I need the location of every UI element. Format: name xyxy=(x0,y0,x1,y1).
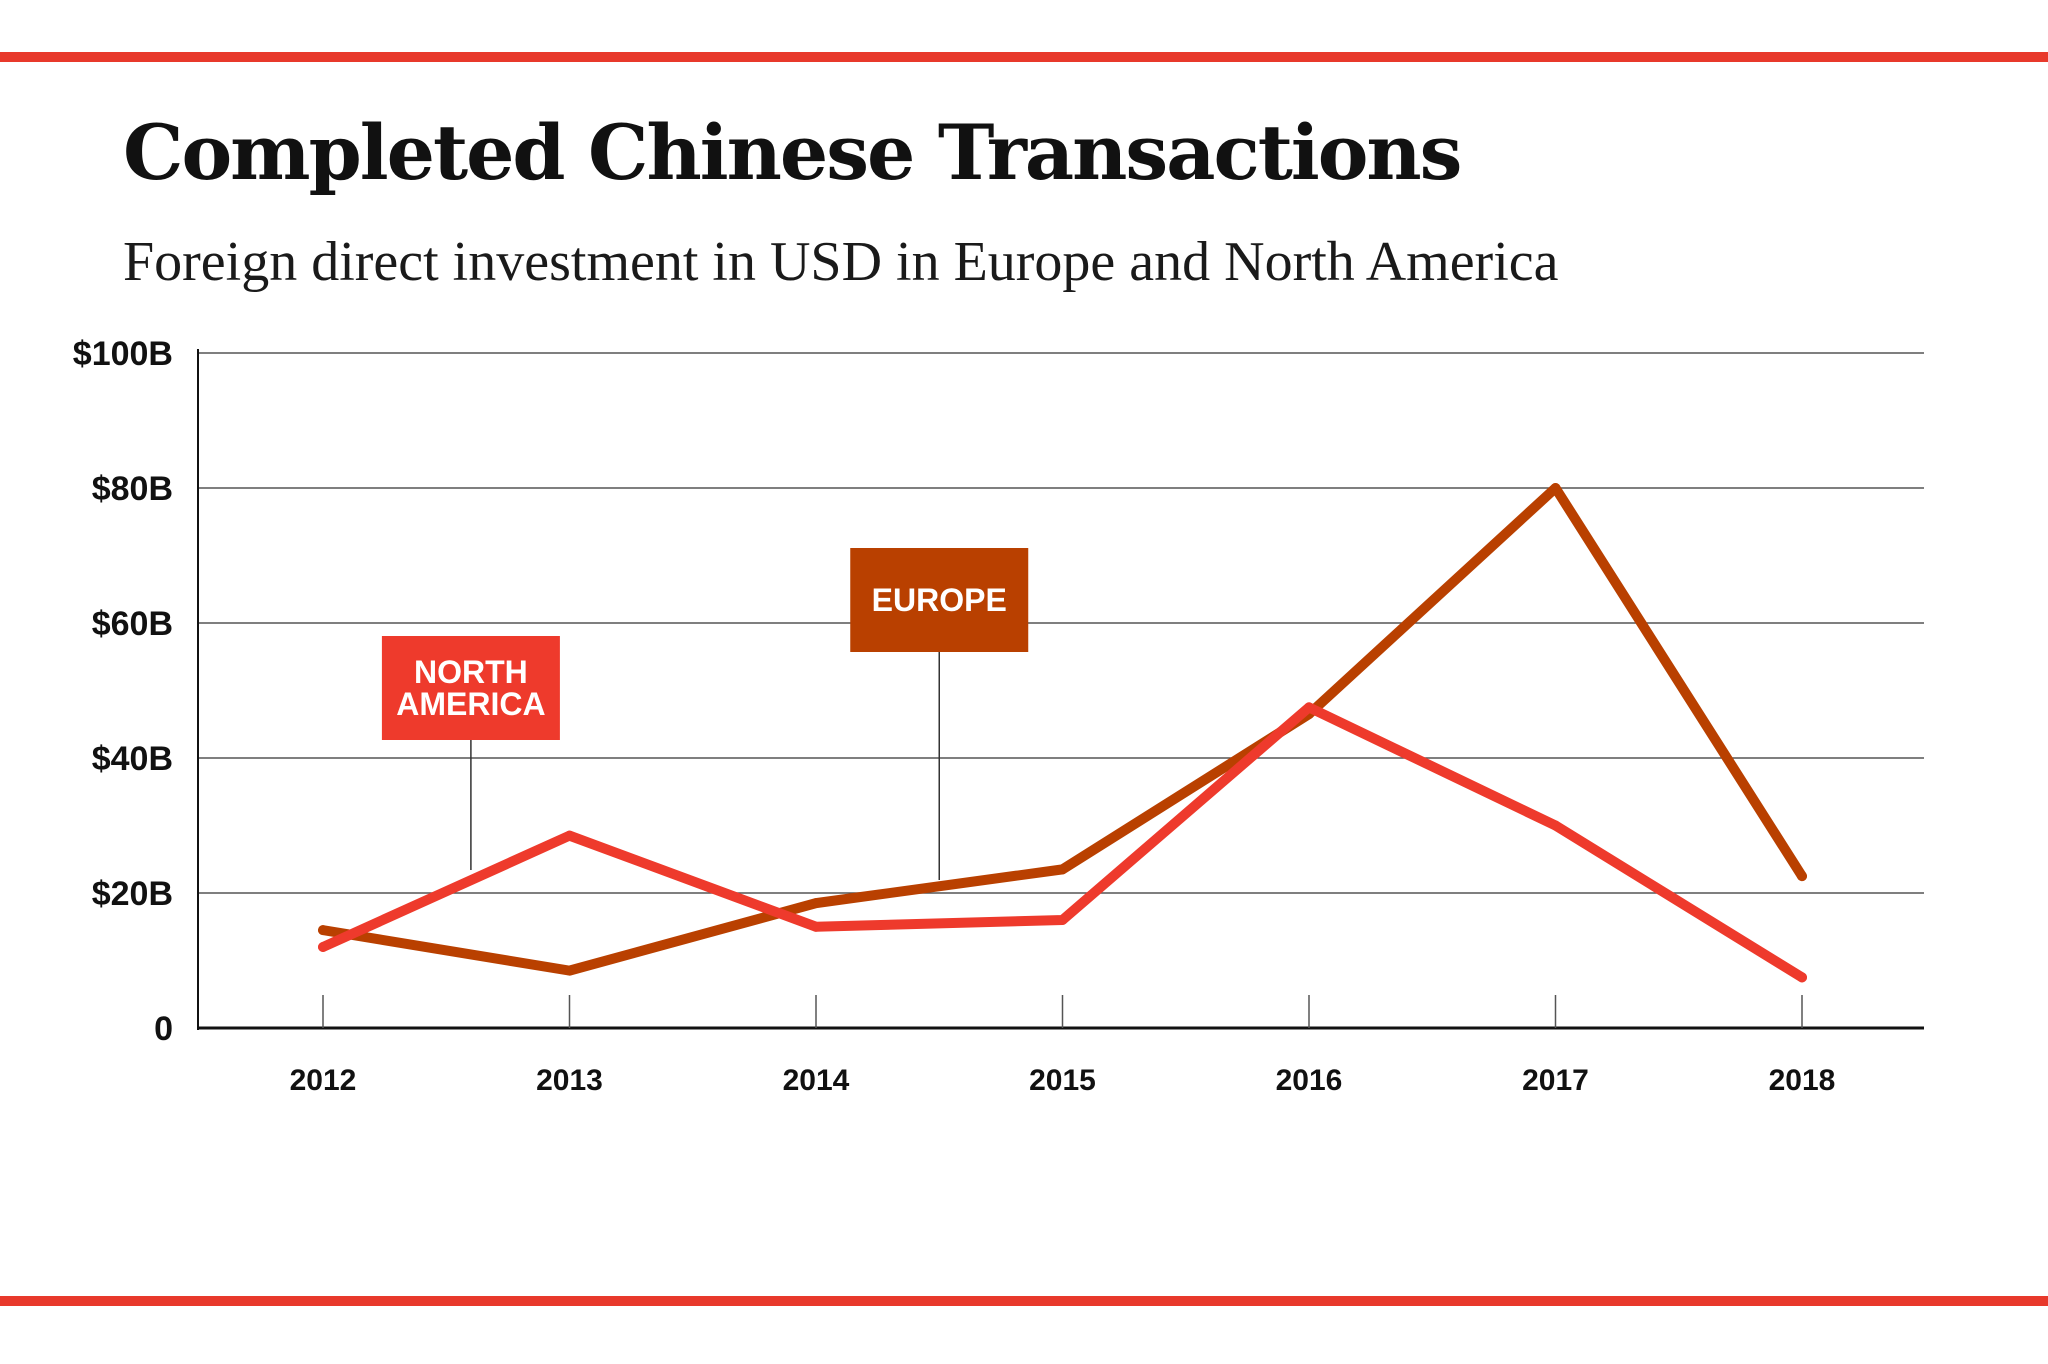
y-tick-label-0: 0 xyxy=(154,1010,173,1048)
data-point-north-america-2014 xyxy=(811,921,821,932)
x-tick-label-2012: 2012 xyxy=(290,1064,357,1097)
x-tick-label-2015: 2015 xyxy=(1029,1064,1096,1097)
y-tick-label-40: $40B xyxy=(92,740,173,778)
data-point-north-america-2012 xyxy=(318,942,328,952)
y-tick-label-100: $100B xyxy=(73,335,173,373)
data-point-north-america-2016 xyxy=(1304,702,1314,713)
data-point-europe-2018 xyxy=(1797,871,1807,882)
series-label-box-europe xyxy=(850,548,1029,652)
chart-title: Completed Chinese Transactions xyxy=(123,108,1462,197)
x-tick-label-2013: 2013 xyxy=(536,1064,603,1097)
data-point-north-america-2015 xyxy=(1057,915,1068,925)
y-tick-label-20: $20B xyxy=(92,875,173,913)
data-point-north-america-2017 xyxy=(1550,820,1561,831)
series-line-north-america xyxy=(318,702,1807,983)
data-point-europe-2012 xyxy=(318,925,328,936)
x-tick-label-2016: 2016 xyxy=(1276,1064,1343,1097)
series-label-europe-line-1: EUROPE xyxy=(872,582,1007,618)
data-point-north-america-2018 xyxy=(1797,972,1807,983)
x-tick-label-2018: 2018 xyxy=(1769,1064,1836,1097)
top-rule xyxy=(0,52,2048,62)
data-point-europe-2013 xyxy=(564,965,575,976)
series-label-north-america-line-1: NORTH xyxy=(414,654,528,690)
bottom-rule xyxy=(0,1296,2048,1306)
chart-subtitle: Foreign direct investment in USD in Euro… xyxy=(123,231,1559,293)
data-point-north-america-2013 xyxy=(564,830,575,841)
data-point-europe-2014 xyxy=(811,898,821,909)
series-label-box-north-america xyxy=(381,636,560,740)
data-point-europe-2015 xyxy=(1057,864,1068,875)
y-tick-label-60: $60B xyxy=(92,605,173,643)
y-tick-label-80: $80B xyxy=(92,470,173,508)
series-label-north-america-line-2: AMERICA xyxy=(396,686,545,722)
x-tick-label-2014: 2014 xyxy=(783,1064,850,1097)
x-tick-label-2017: 2017 xyxy=(1522,1064,1589,1097)
data-point-europe-2017 xyxy=(1550,483,1561,493)
